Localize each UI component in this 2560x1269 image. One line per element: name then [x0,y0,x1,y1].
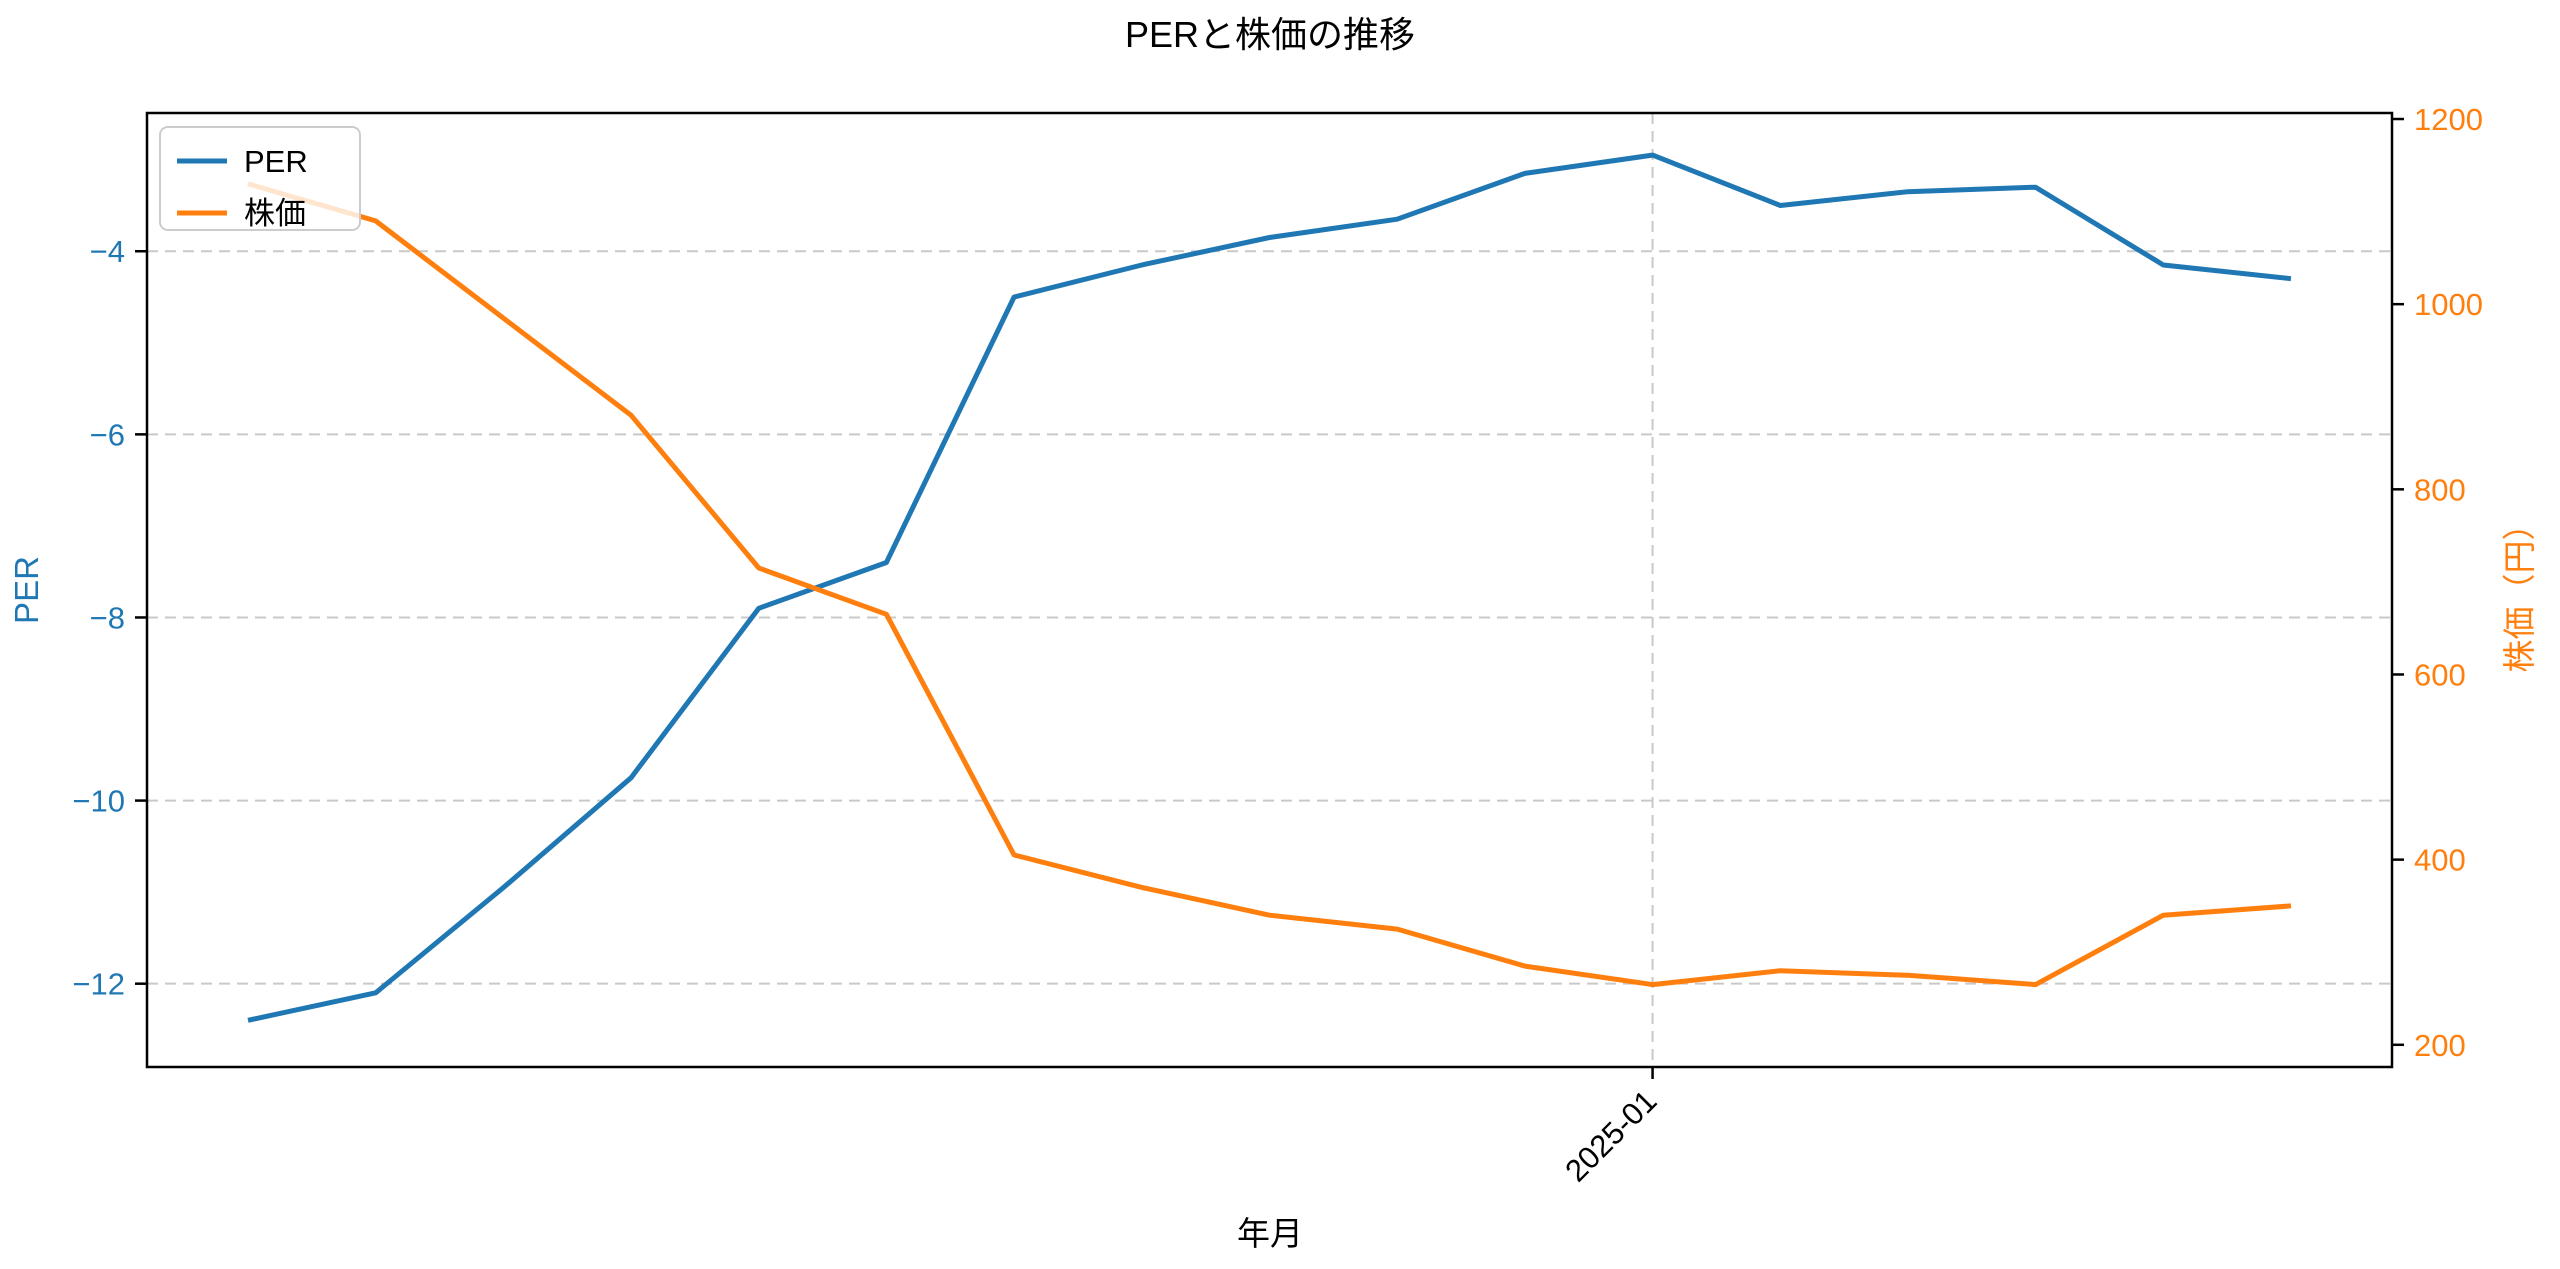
series-lines [247,152,2292,1023]
y-left-tick-label: −8 [90,600,125,635]
plot-frame [145,111,2394,1069]
legend-label: 株価 [244,196,306,231]
series-line-PER [247,152,2292,1023]
y-right-tick-label: 800 [2414,472,2466,507]
y-right-axis-label: 株価（円） [2501,508,2538,673]
y-left-axis-label: PER [8,556,45,624]
y-right-tick-label: 200 [2414,1028,2466,1063]
y-left-tick-label: −10 [72,784,125,819]
y-right-tick-label: 1200 [2414,102,2483,137]
legend-label: PER [244,144,308,179]
legend: PER 株価 [159,126,361,231]
x-axis-label: 年月 [1237,1215,1303,1252]
series-line-株価 [247,181,2292,988]
y-right-tick-label: 400 [2414,843,2466,878]
axes [135,111,2404,1079]
y-left-tick-label: −12 [72,967,125,1002]
chart-title: PERと株価の推移 [1125,14,1415,55]
y-right-tick-label: 1000 [2414,287,2483,322]
gridlines [147,113,2392,1067]
legend-box [159,126,361,231]
x-tick-label: 2025-01 [1558,1083,1663,1188]
y-left-tick-label: −4 [90,234,125,269]
y-right-tick-label: 600 [2414,657,2466,692]
y-left-tick-label: −6 [90,417,125,452]
